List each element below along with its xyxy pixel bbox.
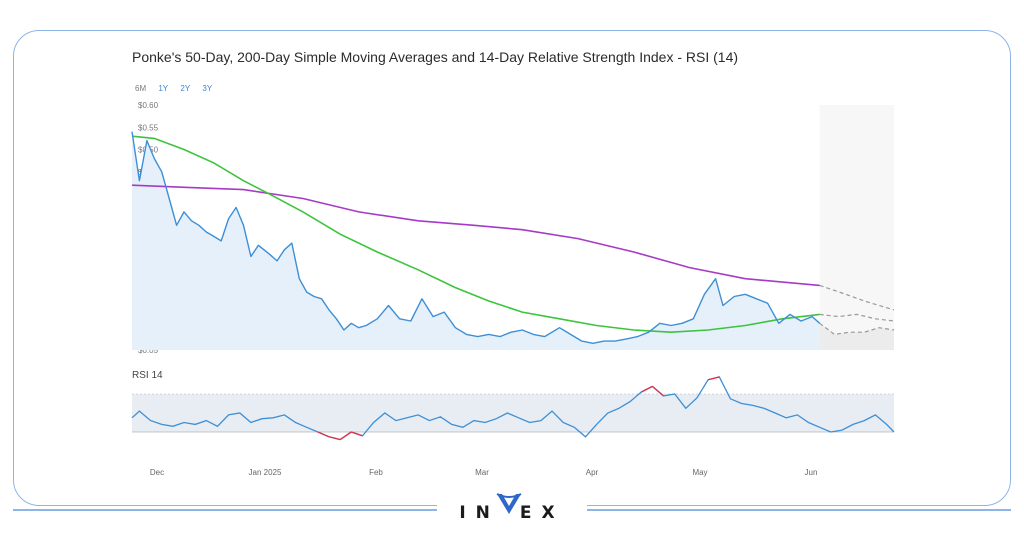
rsi-extreme-segment [640,385,653,393]
range-tabs: 6M 1Y 2Y 3Y [135,84,222,93]
rsi-label: RSI 14 [132,370,163,381]
x-tick-label: Dec [150,468,164,477]
rsi-line [131,376,895,441]
x-tick-label: Apr [586,468,599,477]
brand-v-mark-icon [496,493,522,514]
brand-v: V [496,493,522,528]
brand-right: EX [519,503,565,523]
forecast-line-middle [819,313,895,322]
brand-logo: INVEX [437,493,587,528]
rsi-extreme-segment [707,376,720,381]
footer-divider-left [13,509,437,511]
footer: INVEX [0,493,1024,534]
y-tick-label: $0.05 [138,346,159,355]
x-tick-label: Jan 2025 [249,468,282,477]
rsi-extreme-segment [339,431,352,441]
x-tick-label: Jun [805,468,818,477]
brand-left: IN [459,503,500,523]
footer-divider-right [587,509,1011,511]
forecast-line-lower [819,322,895,336]
y-tick-label: $0.55 [138,123,159,132]
price-line [131,131,821,344]
tab-3y[interactable]: 3Y [202,84,213,93]
x-tick-label: Mar [475,468,489,477]
sma200-line [131,184,820,287]
rsi-extreme-segment [317,431,330,438]
forecast-lower-fill [819,323,894,350]
forecast-region [819,105,894,350]
y-tick-label: $0.60 [138,101,159,110]
rsi-extreme-segment [328,436,341,441]
x-tick-label: Feb [369,468,383,477]
x-tick-label: May [692,468,707,477]
price-area [132,131,820,350]
rsi-band [132,394,894,432]
sma50-line [131,135,820,334]
tab-6m[interactable]: 6M [135,84,147,93]
tab-1y[interactable]: 1Y [158,84,169,93]
chart-title: Ponke's 50-Day, 200-Day Simple Moving Av… [132,49,739,65]
rsi-extreme-segment [651,385,664,397]
tab-2y[interactable]: 2Y [180,84,191,93]
rsi-extreme-segment [351,431,363,437]
